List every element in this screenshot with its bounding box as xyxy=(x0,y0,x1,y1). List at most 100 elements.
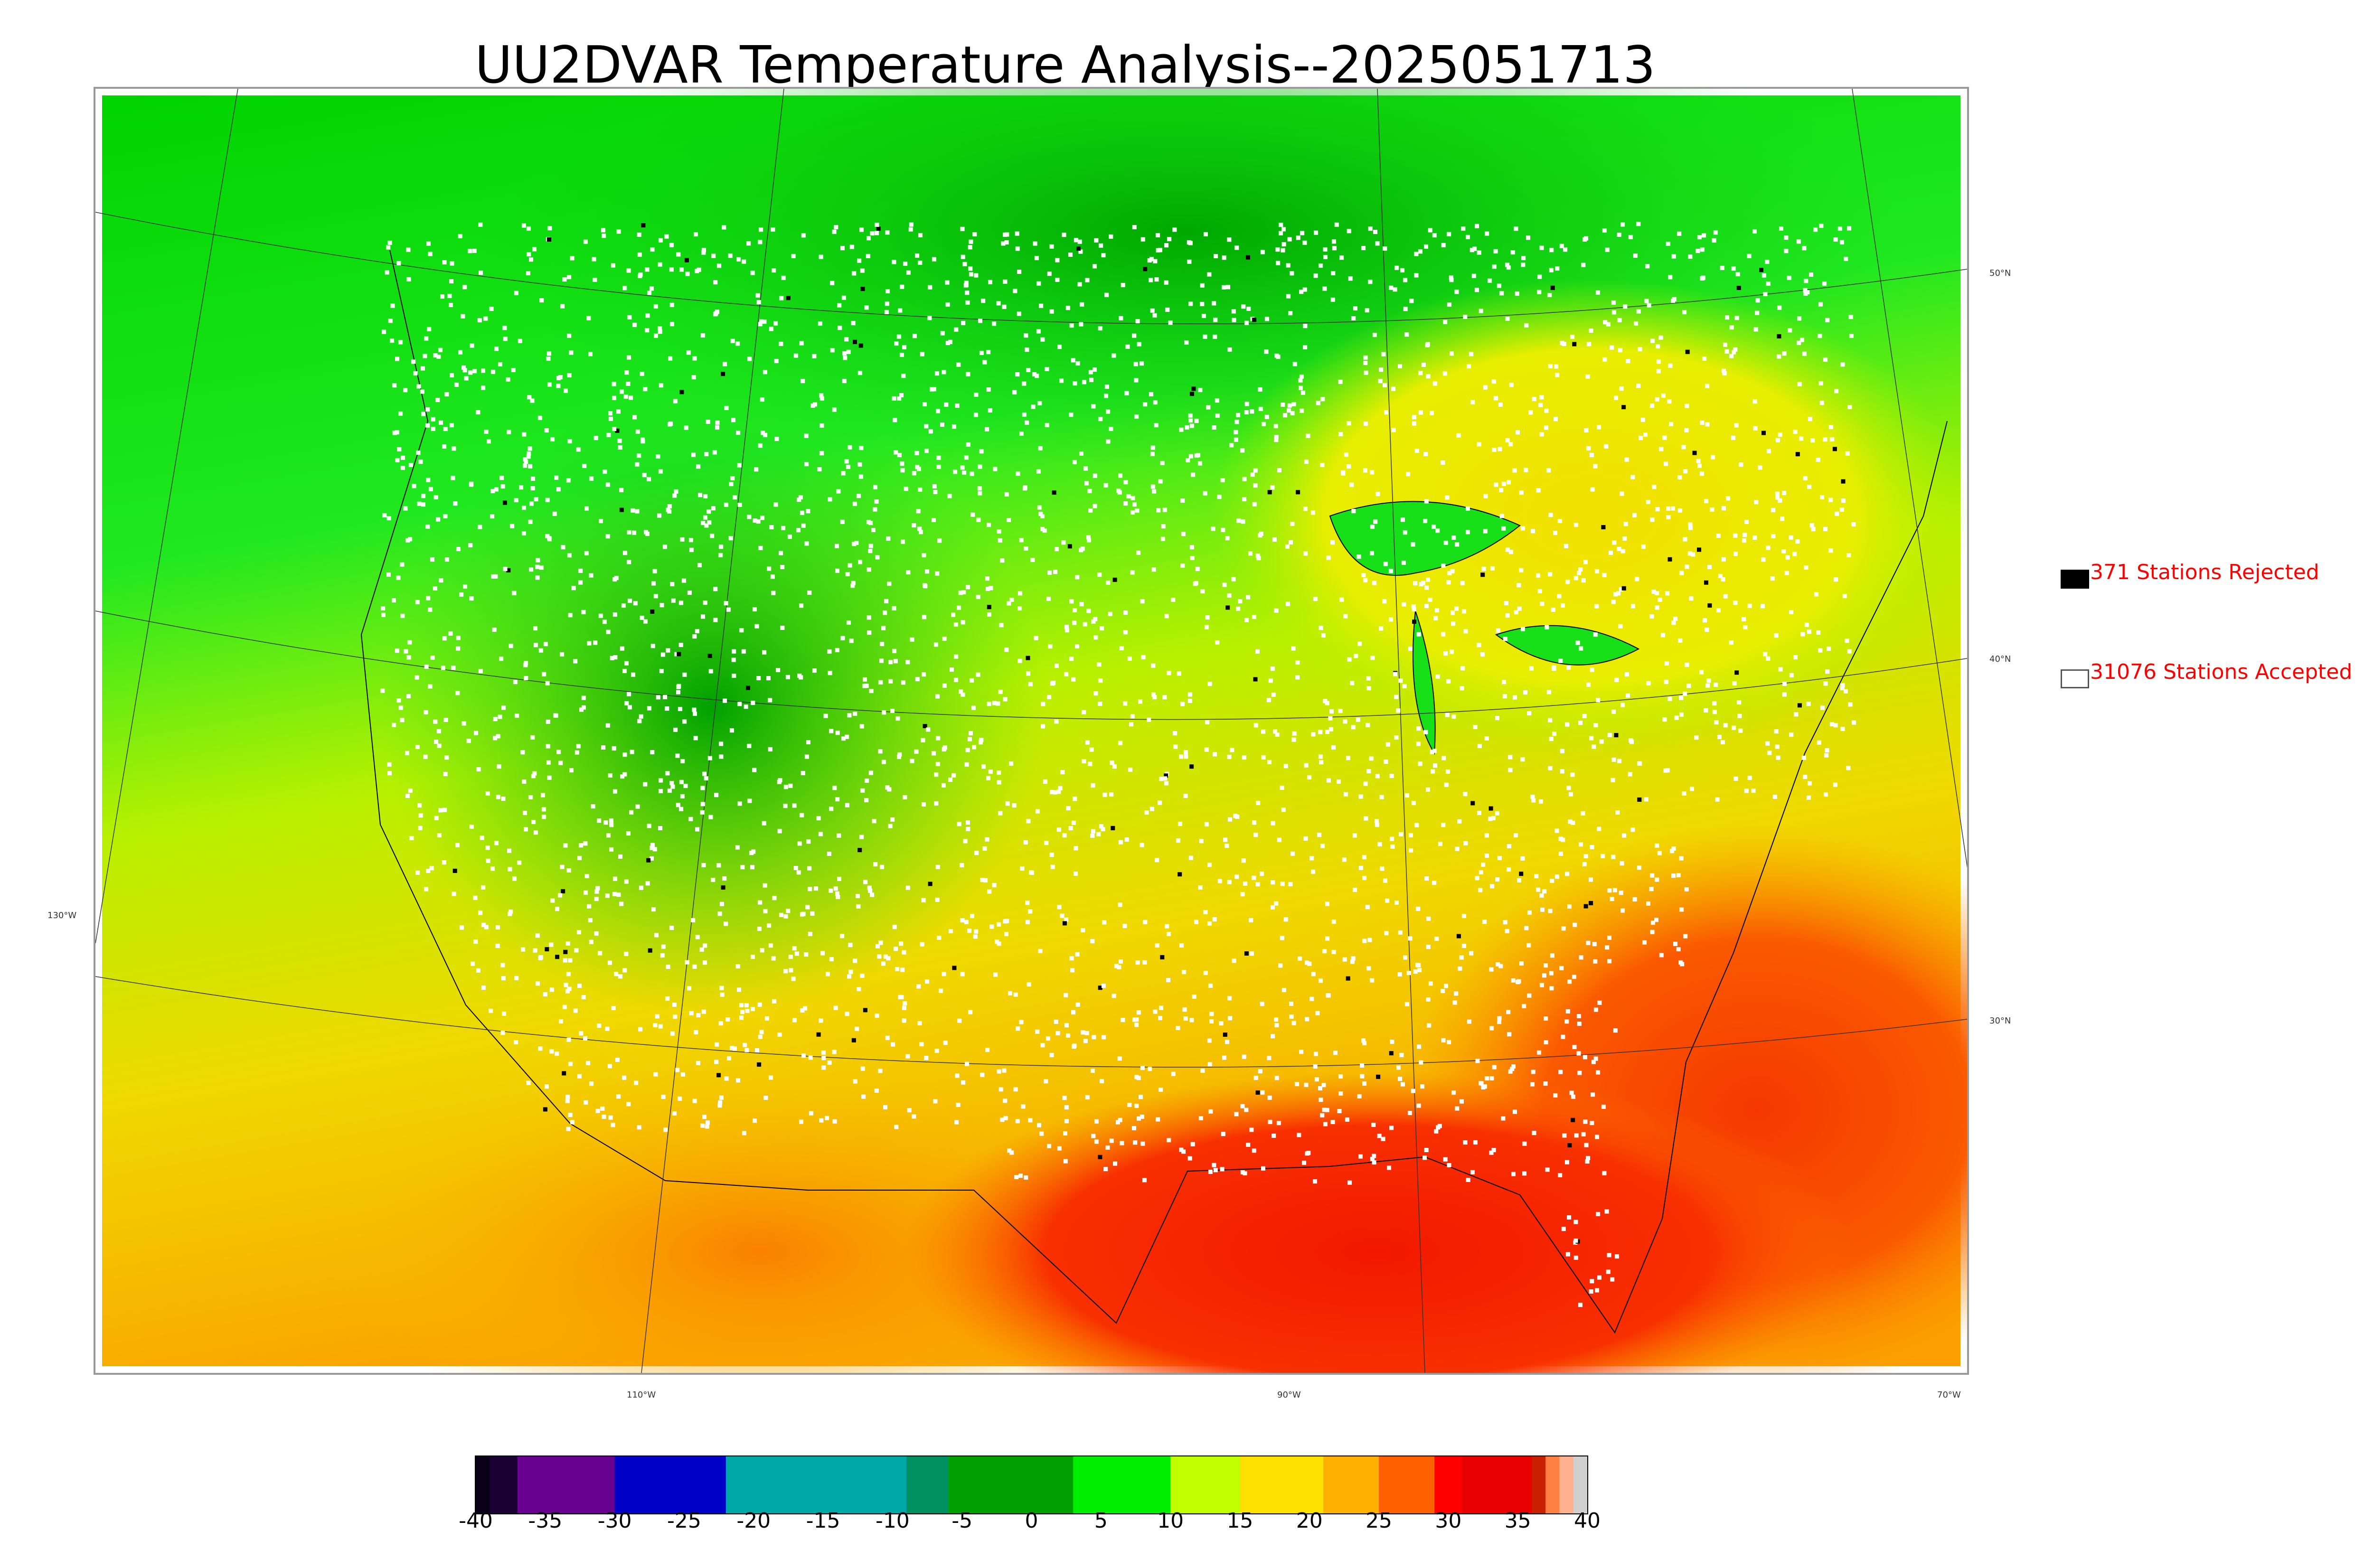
station-marker xyxy=(1723,342,1727,347)
station-marker xyxy=(1071,677,1076,682)
station-marker xyxy=(1288,311,1293,316)
station-marker xyxy=(670,582,675,586)
station-marker xyxy=(1015,246,1020,251)
station-marker xyxy=(1579,842,1583,847)
station-marker xyxy=(576,930,581,935)
station-marker xyxy=(586,316,591,320)
station-marker xyxy=(948,339,952,344)
station-marker xyxy=(705,1124,709,1129)
station-marker xyxy=(1383,878,1387,883)
station-marker xyxy=(1333,1051,1338,1055)
station-marker xyxy=(1024,333,1028,338)
station-marker xyxy=(582,464,587,468)
station-marker xyxy=(1479,309,1483,313)
station-marker xyxy=(439,578,443,583)
station-marker xyxy=(848,969,853,974)
station-marker xyxy=(1321,1083,1326,1088)
station-marker xyxy=(800,1008,805,1013)
station-marker xyxy=(599,519,603,524)
station-marker xyxy=(639,885,643,890)
station-marker xyxy=(1489,967,1494,972)
station-marker xyxy=(1012,390,1017,394)
station-marker xyxy=(1441,460,1445,465)
station-marker xyxy=(1217,879,1222,883)
station-marker xyxy=(1065,306,1070,310)
station-marker xyxy=(1249,1127,1254,1132)
station-marker xyxy=(1232,318,1236,322)
station-marker xyxy=(579,1031,584,1036)
station-marker xyxy=(1090,834,1095,838)
station-marker xyxy=(1432,525,1436,529)
station-marker xyxy=(592,257,596,262)
station-marker xyxy=(1531,798,1536,803)
station-marker xyxy=(576,744,581,749)
station-marker xyxy=(1715,797,1720,802)
station-marker xyxy=(484,925,489,930)
station-marker xyxy=(1544,963,1548,968)
station-marker xyxy=(851,581,856,585)
station-marker xyxy=(1514,833,1518,837)
station-marker xyxy=(1840,683,1845,687)
station-marker xyxy=(1621,405,1626,410)
station-marker xyxy=(901,539,905,544)
station-marker xyxy=(703,515,707,520)
station-marker xyxy=(986,776,990,780)
station-marker xyxy=(708,815,713,819)
station-marker xyxy=(647,477,651,481)
station-marker xyxy=(1225,605,1230,610)
station-marker xyxy=(473,895,478,900)
station-marker xyxy=(1461,944,1466,948)
station-marker xyxy=(1194,920,1198,924)
station-marker xyxy=(1074,846,1078,851)
station-marker xyxy=(1649,887,1654,892)
colorbar-tick-label: -40 xyxy=(459,1509,493,1533)
station-marker xyxy=(477,318,482,323)
colorbar-segment xyxy=(1573,1456,1587,1513)
station-marker xyxy=(1475,1059,1480,1063)
station-marker xyxy=(1479,1081,1484,1086)
station-marker xyxy=(545,498,550,502)
station-marker xyxy=(1098,1155,1102,1159)
station-marker xyxy=(1242,497,1247,502)
station-marker xyxy=(1171,1071,1176,1076)
station-marker xyxy=(1657,851,1662,855)
station-marker xyxy=(1278,963,1283,968)
station-marker xyxy=(1406,971,1411,976)
station-marker xyxy=(1007,1148,1012,1153)
station-marker xyxy=(801,523,806,528)
station-marker xyxy=(1834,577,1838,582)
station-marker xyxy=(1400,1082,1405,1087)
station-marker xyxy=(480,836,484,840)
station-marker xyxy=(992,883,997,888)
station-marker xyxy=(576,447,581,452)
station-marker xyxy=(1418,249,1423,254)
station-marker xyxy=(517,860,522,865)
station-marker xyxy=(1240,1170,1245,1174)
station-marker xyxy=(605,534,610,539)
station-marker xyxy=(1080,546,1085,551)
station-marker xyxy=(652,569,657,573)
station-marker xyxy=(1129,722,1133,727)
station-marker xyxy=(538,1046,543,1051)
station-marker xyxy=(626,268,631,273)
station-marker xyxy=(1367,938,1372,942)
station-marker xyxy=(698,493,703,498)
station-marker xyxy=(1368,226,1373,231)
station-marker xyxy=(1782,682,1787,686)
station-marker xyxy=(1492,264,1497,269)
station-marker xyxy=(1123,630,1128,635)
station-marker xyxy=(1575,640,1580,645)
colorbar-segment xyxy=(1170,1456,1240,1513)
station-marker xyxy=(1454,290,1459,294)
station-marker xyxy=(827,649,832,654)
station-marker xyxy=(1208,1109,1213,1114)
station-marker xyxy=(1153,1009,1158,1014)
station-marker xyxy=(1593,1056,1598,1061)
station-marker xyxy=(986,587,990,591)
station-marker xyxy=(1779,226,1783,231)
station-marker xyxy=(1441,1038,1446,1042)
station-marker xyxy=(1527,711,1532,715)
station-marker xyxy=(1552,732,1556,736)
station-marker xyxy=(1433,763,1438,768)
station-marker xyxy=(1381,352,1386,357)
